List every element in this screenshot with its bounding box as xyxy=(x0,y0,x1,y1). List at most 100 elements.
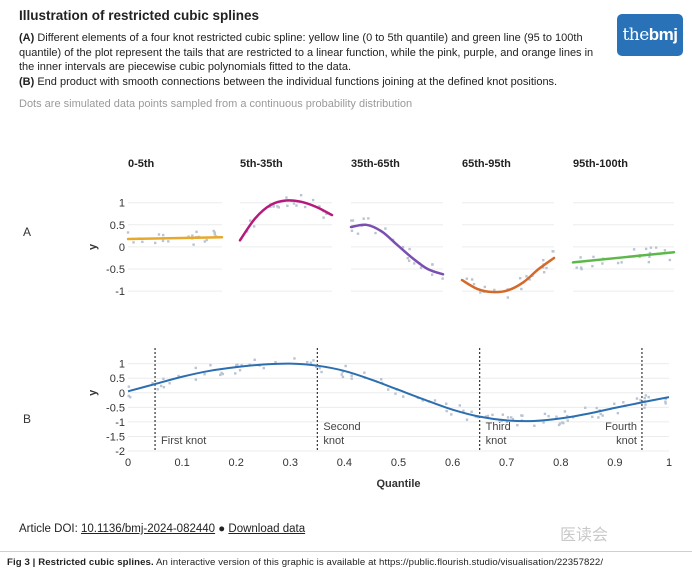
panel-a-data-point xyxy=(167,240,170,243)
panel-b-data-point xyxy=(221,372,224,376)
panel-b-data-point xyxy=(597,416,600,419)
panel-a-data-point xyxy=(545,266,548,270)
description-b-text: End product with smooth connections betw… xyxy=(34,75,558,88)
panel-b-data-point xyxy=(306,360,309,364)
description-a-tag: (A) xyxy=(19,32,35,44)
panel-b-data-point xyxy=(510,416,513,419)
knot-label: knot xyxy=(486,435,507,447)
panel-a-data-point xyxy=(579,266,583,269)
caption-label: Fig 3 | Restricted cubic splines. xyxy=(7,557,154,568)
download-data-link[interactable]: Download data xyxy=(228,523,306,535)
panel-a-data-point xyxy=(431,263,434,266)
panel-b-data-point xyxy=(484,415,488,418)
panel-b-data-point xyxy=(262,366,265,370)
panel-a-data-point xyxy=(620,261,623,264)
panel-b-data-point xyxy=(421,399,424,402)
panel-b-data-point xyxy=(234,372,237,375)
panel-a-segment-line xyxy=(238,199,334,242)
panel-b-data-point xyxy=(309,361,313,364)
panel-a-data-point xyxy=(479,291,482,294)
panel-b-data-point xyxy=(533,424,536,428)
panel-b-data-point xyxy=(177,374,180,378)
logo-prefix: the xyxy=(622,25,649,45)
knot-label: knot xyxy=(616,435,637,447)
panel-a-data-point xyxy=(591,264,594,268)
panel-b-data-point xyxy=(664,402,667,405)
panel-b-x-tick-label: 0.3 xyxy=(283,457,298,469)
panel-b-data-point xyxy=(613,402,616,406)
panel-b-data-point xyxy=(516,423,519,427)
panel-b-data-point xyxy=(394,392,397,395)
panel-b-x-tick-label: 0.5 xyxy=(391,457,406,469)
panel-b-data-point xyxy=(433,399,437,402)
panel-a-data-point xyxy=(374,231,377,235)
panel-a-y-tick-label: 1 xyxy=(119,198,125,210)
panel-b-data-point xyxy=(470,410,473,414)
panel-a-data-point xyxy=(518,276,522,280)
panel-a-segment-title: 0-5th xyxy=(128,158,155,170)
knot-label: Second xyxy=(323,421,360,433)
panel-a-data-point xyxy=(126,231,130,234)
panel-b-data-point xyxy=(644,403,647,406)
panel-a-y-tick-label: 0.5 xyxy=(110,220,125,232)
panel-b-label: B xyxy=(23,412,31,426)
panel-b-data-point xyxy=(458,404,462,407)
panel-b-data-point xyxy=(595,406,598,410)
panel-b-data-point xyxy=(194,378,198,381)
panel-b-y-tick-label: -2 xyxy=(115,446,125,458)
logo-suffix: bmj xyxy=(648,25,678,44)
description-b-tag: (B) xyxy=(19,75,35,88)
panel-a-data-point xyxy=(408,247,411,251)
panel-b-data-point xyxy=(486,414,490,418)
panel-b-y-axis-label: y xyxy=(87,389,99,396)
panel-a-data-point xyxy=(325,212,328,215)
panel-b-data-point xyxy=(491,413,494,417)
panel-b-data-point xyxy=(566,414,569,418)
panel-a-data-point xyxy=(212,229,215,233)
panel-b-data-point xyxy=(601,414,604,417)
panel-b-data-point xyxy=(644,394,648,397)
panel-a-data-point xyxy=(299,194,303,197)
panel-b-data-point xyxy=(566,419,569,422)
panel-b-data-point xyxy=(151,382,154,385)
panel-a-data-point xyxy=(292,202,296,205)
panel-b-data-point xyxy=(127,385,131,388)
panel-b-data-point xyxy=(555,415,558,418)
panel-b-data-point xyxy=(542,421,545,424)
panel-a-data-point xyxy=(430,273,434,276)
panel-a-data-point xyxy=(493,288,496,292)
panel-a-data-point xyxy=(419,266,423,269)
doi-link[interactable]: 10.1136/bmj-2024-082440 xyxy=(80,523,216,535)
panel-a-data-point xyxy=(311,198,315,202)
panel-a-data-point xyxy=(580,267,583,271)
panel-a-segment-line xyxy=(571,250,676,264)
panel-a-data-point xyxy=(351,219,355,222)
panel-a-data-point xyxy=(252,225,256,228)
panel-b-data-point xyxy=(235,364,238,367)
panel-a-data-point xyxy=(318,205,321,208)
panel-a-data-point xyxy=(542,271,546,274)
panel-b-data-point xyxy=(127,394,130,398)
panel-a-data-point xyxy=(413,262,416,265)
panel-b-data-point xyxy=(462,409,465,412)
panel-b-data-point xyxy=(501,413,505,416)
panel-b-x-tick-label: 0.7 xyxy=(499,457,514,469)
panel-b-data-point xyxy=(511,418,515,421)
figure-caption: Fig 3 | Restricted cubic splines. An int… xyxy=(7,557,603,568)
panel-b-data-point xyxy=(450,413,453,416)
panel-b-y-tick-label: 0.5 xyxy=(110,373,125,385)
panel-b-y-tick-label: 0 xyxy=(119,388,125,400)
bmj-logo: thebmj xyxy=(617,14,683,56)
panel-a-data-point xyxy=(616,261,620,265)
panel-a-segment-title: 65th-95th xyxy=(462,158,511,170)
panel-b-x-tick-label: 0.6 xyxy=(445,457,460,469)
panel-a-data-point xyxy=(592,255,595,259)
panel-b-data-point xyxy=(445,402,448,405)
panel-b-data-point xyxy=(558,422,562,425)
panel-b-y-tick-label: -1 xyxy=(115,417,125,429)
article-doi: Article DOI: 10.1136/bmj-2024-082440 ● D… xyxy=(19,523,305,535)
panel-a-data-point xyxy=(276,205,279,208)
panel-b-data-point xyxy=(320,370,323,374)
panel-b-data-point xyxy=(520,414,523,417)
panel-b-data-point xyxy=(238,369,242,372)
